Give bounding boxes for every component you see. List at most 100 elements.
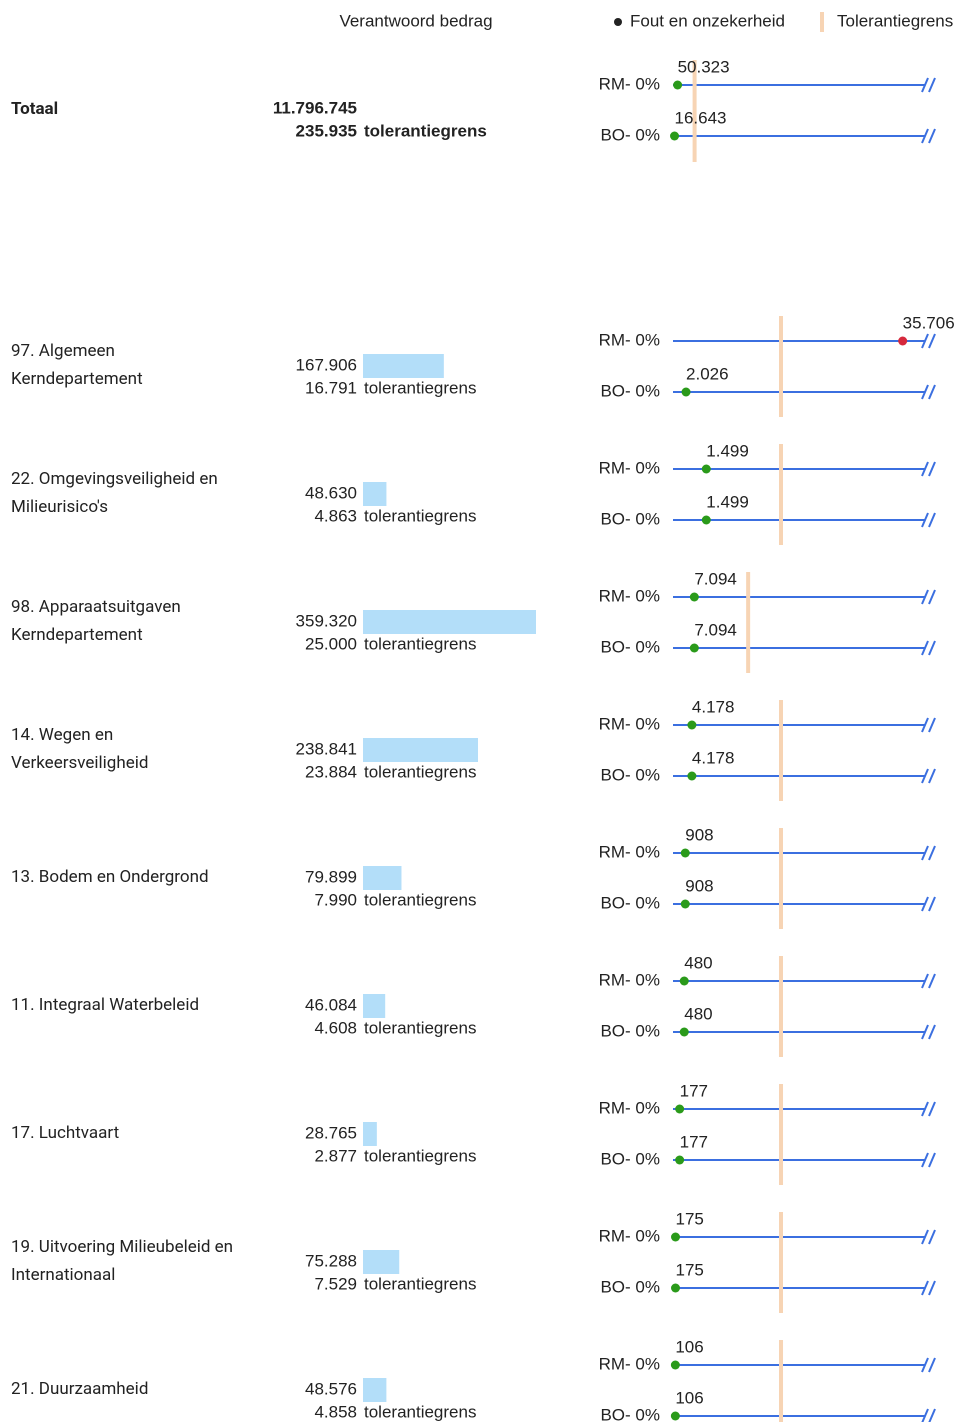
error-dot: [675, 1155, 685, 1165]
error-label: 7.094: [694, 620, 737, 639]
series-label: RM- 0%: [599, 842, 660, 861]
error-dot: [689, 643, 699, 653]
axis-break: [928, 1280, 936, 1296]
error-dot: [687, 720, 697, 730]
amount-label: 75.288: [305, 1251, 357, 1270]
error-dot: [689, 592, 699, 602]
error-label: 2.026: [686, 364, 729, 383]
axis-break: [928, 128, 936, 144]
tolerance-suffix: tolerantiegrens: [364, 762, 476, 781]
error-dot: [671, 1283, 681, 1293]
row-label: 11. Integraal Waterbeleid: [11, 995, 200, 1015]
axis-break: [921, 512, 929, 528]
amount-label: 11.796.745: [273, 98, 357, 117]
tolerance-suffix: tolerantiegrens: [364, 1018, 476, 1037]
tolerance-value: 4.858: [314, 1402, 357, 1421]
tolerance-value: 16.791: [305, 378, 357, 397]
axis-break: [928, 384, 936, 400]
axis-break: [921, 845, 929, 861]
tolerance-suffix: tolerantiegrens: [364, 506, 476, 525]
axis-break: [928, 640, 936, 656]
error-label: 16.643: [675, 108, 727, 127]
series-label: BO- 0%: [600, 637, 660, 656]
error-dot: [670, 131, 680, 141]
axis-break: [921, 1024, 929, 1040]
tolerance-suffix: tolerantiegrens: [364, 1146, 476, 1165]
error-label: 480: [684, 953, 712, 972]
amount-label: 48.630: [305, 483, 357, 502]
tolerance-value: 25.000: [305, 634, 357, 653]
axis-break: [921, 768, 929, 784]
axis-break: [928, 768, 936, 784]
error-dot: [681, 387, 691, 397]
axis-break: [928, 717, 936, 733]
tolerance-value: 235.935: [296, 121, 357, 140]
axis-break: [928, 845, 936, 861]
series-label: RM- 0%: [599, 1226, 660, 1245]
axis-break: [928, 333, 936, 349]
axis-break: [928, 1024, 936, 1040]
axis-break: [921, 128, 929, 144]
legend-line: [820, 12, 824, 32]
error-dot: [679, 1027, 689, 1037]
error-dot: [701, 515, 711, 525]
series-label: BO- 0%: [600, 1405, 660, 1422]
series-label: BO- 0%: [600, 1021, 660, 1040]
amount-bar: [363, 482, 387, 506]
tolerance-suffix: tolerantiegrens: [364, 634, 476, 653]
series-label: RM- 0%: [599, 714, 660, 733]
error-dot: [670, 1360, 680, 1370]
amount-bar: [363, 994, 386, 1018]
amount-label: 46.084: [305, 995, 357, 1014]
amount-label: 28.765: [305, 1123, 357, 1142]
axis-break: [921, 1280, 929, 1296]
error-dot: [673, 80, 683, 90]
row-label: 14. Wegen en Verkeersveiligheid: [11, 725, 149, 773]
axis-break: [921, 1152, 929, 1168]
axis-break: [921, 589, 929, 605]
tolerance-value: 4.863: [314, 506, 357, 525]
row-label: Totaal: [11, 99, 59, 119]
axis-break: [921, 1357, 929, 1373]
row-label: 19. Uitvoering Milieubeleid en Internati…: [11, 1237, 234, 1285]
axis-break: [928, 1357, 936, 1373]
tolerance-value: 7.990: [314, 890, 357, 909]
amount-label: 48.576: [305, 1379, 357, 1398]
series-label: RM- 0%: [599, 1354, 660, 1373]
axis-break: [921, 1101, 929, 1117]
axis-break: [928, 896, 936, 912]
axis-break: [928, 77, 936, 93]
error-label: 175: [676, 1260, 704, 1279]
amount-label: 359.320: [296, 611, 357, 630]
error-dot: [675, 1104, 685, 1114]
amount-label: 79.899: [305, 867, 357, 886]
error-dot: [679, 976, 689, 986]
series-label: BO- 0%: [600, 381, 660, 400]
legend-text: Tolerantiegrens: [837, 11, 953, 30]
series-label: RM- 0%: [599, 1098, 660, 1117]
tolerance-suffix: tolerantiegrens: [364, 1274, 476, 1293]
series-label: RM- 0%: [599, 458, 660, 477]
error-label: 175: [676, 1209, 704, 1228]
axis-break: [921, 333, 929, 349]
series-label: BO- 0%: [600, 765, 660, 784]
tolerance-suffix: tolerantiegrens: [364, 378, 476, 397]
error-label: 1.499: [706, 441, 749, 460]
axis-break: [928, 512, 936, 528]
axis-break: [928, 1152, 936, 1168]
axis-break: [921, 640, 929, 656]
amount-bar: [363, 1122, 377, 1146]
tolerance-line: [692, 60, 697, 162]
tolerance-line: [746, 572, 751, 673]
error-label: 177: [680, 1081, 708, 1100]
row-label: 98. Apparaatsuitgaven Kerndepartement: [11, 597, 181, 645]
amount-bar: [363, 1250, 400, 1274]
tolerance-suffix: tolerantiegrens: [364, 121, 487, 140]
row-label: 21. Duurzaamheid: [11, 1379, 149, 1399]
error-label: 7.094: [694, 569, 737, 588]
error-label: 106: [675, 1337, 703, 1356]
series-label: BO- 0%: [600, 1149, 660, 1168]
error-label: 35.706: [903, 313, 955, 332]
tolerance-line: [779, 1212, 784, 1313]
axis-break: [921, 896, 929, 912]
